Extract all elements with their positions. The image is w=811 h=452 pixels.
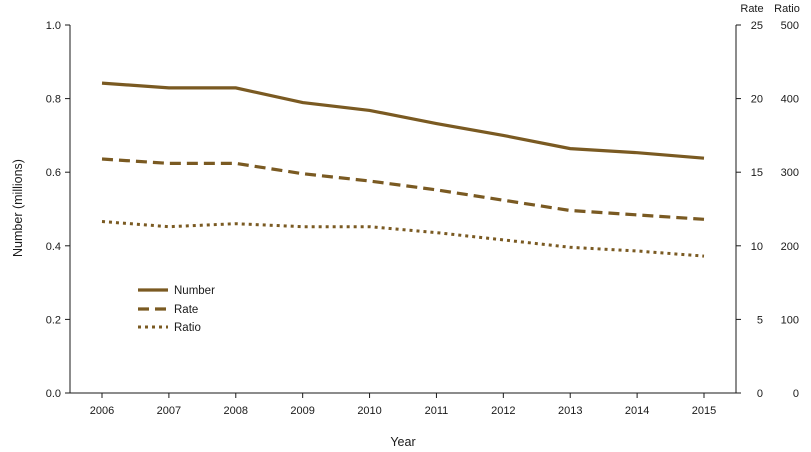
y-tick-label: 0.0 xyxy=(46,388,61,400)
rate-tick-label: 0 xyxy=(757,388,763,400)
y-tick-label: 1.0 xyxy=(46,20,61,32)
y-tick-label: 0.8 xyxy=(46,94,61,106)
ratio-tick-label: 400 xyxy=(781,94,799,106)
x-tick-label: 2011 xyxy=(425,405,449,417)
x-tick-label: 2007 xyxy=(157,405,181,417)
rate-tick-label: 20 xyxy=(751,94,763,106)
ratio-tick-label: 100 xyxy=(781,314,799,326)
rate-tick-label: 5 xyxy=(757,314,763,326)
x-tick-label: 2010 xyxy=(357,405,381,417)
legend-label-ratio: Ratio xyxy=(174,322,201,334)
x-tick-label: 2015 xyxy=(692,405,716,417)
series-line-rate xyxy=(101,157,705,221)
series-lines xyxy=(101,81,705,258)
ratio-tick-label: 0 xyxy=(793,388,799,400)
ratio-tick-label: 500 xyxy=(781,20,799,32)
y-tick-label: 0.2 xyxy=(46,314,61,326)
legend: Number Rate Ratio xyxy=(138,285,215,334)
rate-axis-title: Rate xyxy=(740,3,763,15)
series-line-number xyxy=(101,81,705,160)
ratio-tick-label: 300 xyxy=(781,167,799,179)
x-tick-label: 2012 xyxy=(491,405,515,417)
x-tick-label: 2013 xyxy=(558,405,582,417)
x-tick-label: 2006 xyxy=(90,405,114,417)
rate-tick-label: 25 xyxy=(751,20,763,32)
x-tick-label: 2008 xyxy=(224,405,248,417)
rate-tick-label: 15 xyxy=(751,167,763,179)
legend-label-number: Number xyxy=(174,285,215,297)
rate-tick-label: 10 xyxy=(751,241,763,253)
ratio-tick-label: 200 xyxy=(781,241,799,253)
x-axis-title: Year xyxy=(390,435,415,449)
y-tick-label: 0.6 xyxy=(46,167,61,179)
x-tick-label: 2014 xyxy=(625,405,649,417)
ratio-axis-title: Ratio xyxy=(774,3,800,15)
series-line-ratio xyxy=(101,220,705,258)
y-axis-title: Number (millions) xyxy=(11,159,25,257)
legend-label-rate: Rate xyxy=(174,304,198,316)
x-tick-label: 2009 xyxy=(290,405,314,417)
axes: 0.0 0.2 0.4 0.6 0.8 1.0 0 5 10 15 20 25 0 100 200 300 40… xyxy=(46,3,800,417)
y-tick-label: 0.4 xyxy=(46,241,61,253)
